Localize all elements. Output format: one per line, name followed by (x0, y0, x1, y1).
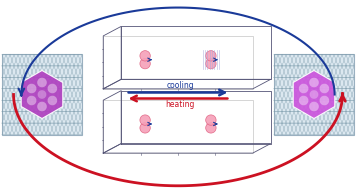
Circle shape (48, 84, 57, 93)
Circle shape (206, 58, 216, 69)
Bar (2, 54, 82, 135)
Circle shape (27, 84, 36, 93)
Circle shape (309, 78, 319, 87)
Circle shape (38, 90, 46, 99)
Circle shape (206, 115, 216, 125)
Circle shape (320, 96, 329, 105)
Text: heating: heating (165, 101, 195, 109)
Circle shape (309, 102, 319, 111)
Bar (274, 54, 354, 135)
Polygon shape (21, 70, 63, 119)
Polygon shape (293, 70, 335, 119)
Circle shape (310, 90, 318, 99)
Text: cooling: cooling (166, 81, 194, 91)
Circle shape (206, 123, 216, 133)
Circle shape (37, 78, 47, 87)
Circle shape (299, 84, 308, 93)
Circle shape (140, 51, 150, 61)
Circle shape (37, 102, 47, 111)
Bar (103, 36, 253, 89)
Circle shape (48, 96, 57, 105)
Bar (103, 100, 253, 153)
Circle shape (27, 96, 36, 105)
Circle shape (320, 84, 329, 93)
Circle shape (140, 115, 150, 125)
Circle shape (140, 58, 150, 69)
Circle shape (299, 96, 308, 105)
Circle shape (206, 51, 216, 61)
Circle shape (140, 123, 150, 133)
